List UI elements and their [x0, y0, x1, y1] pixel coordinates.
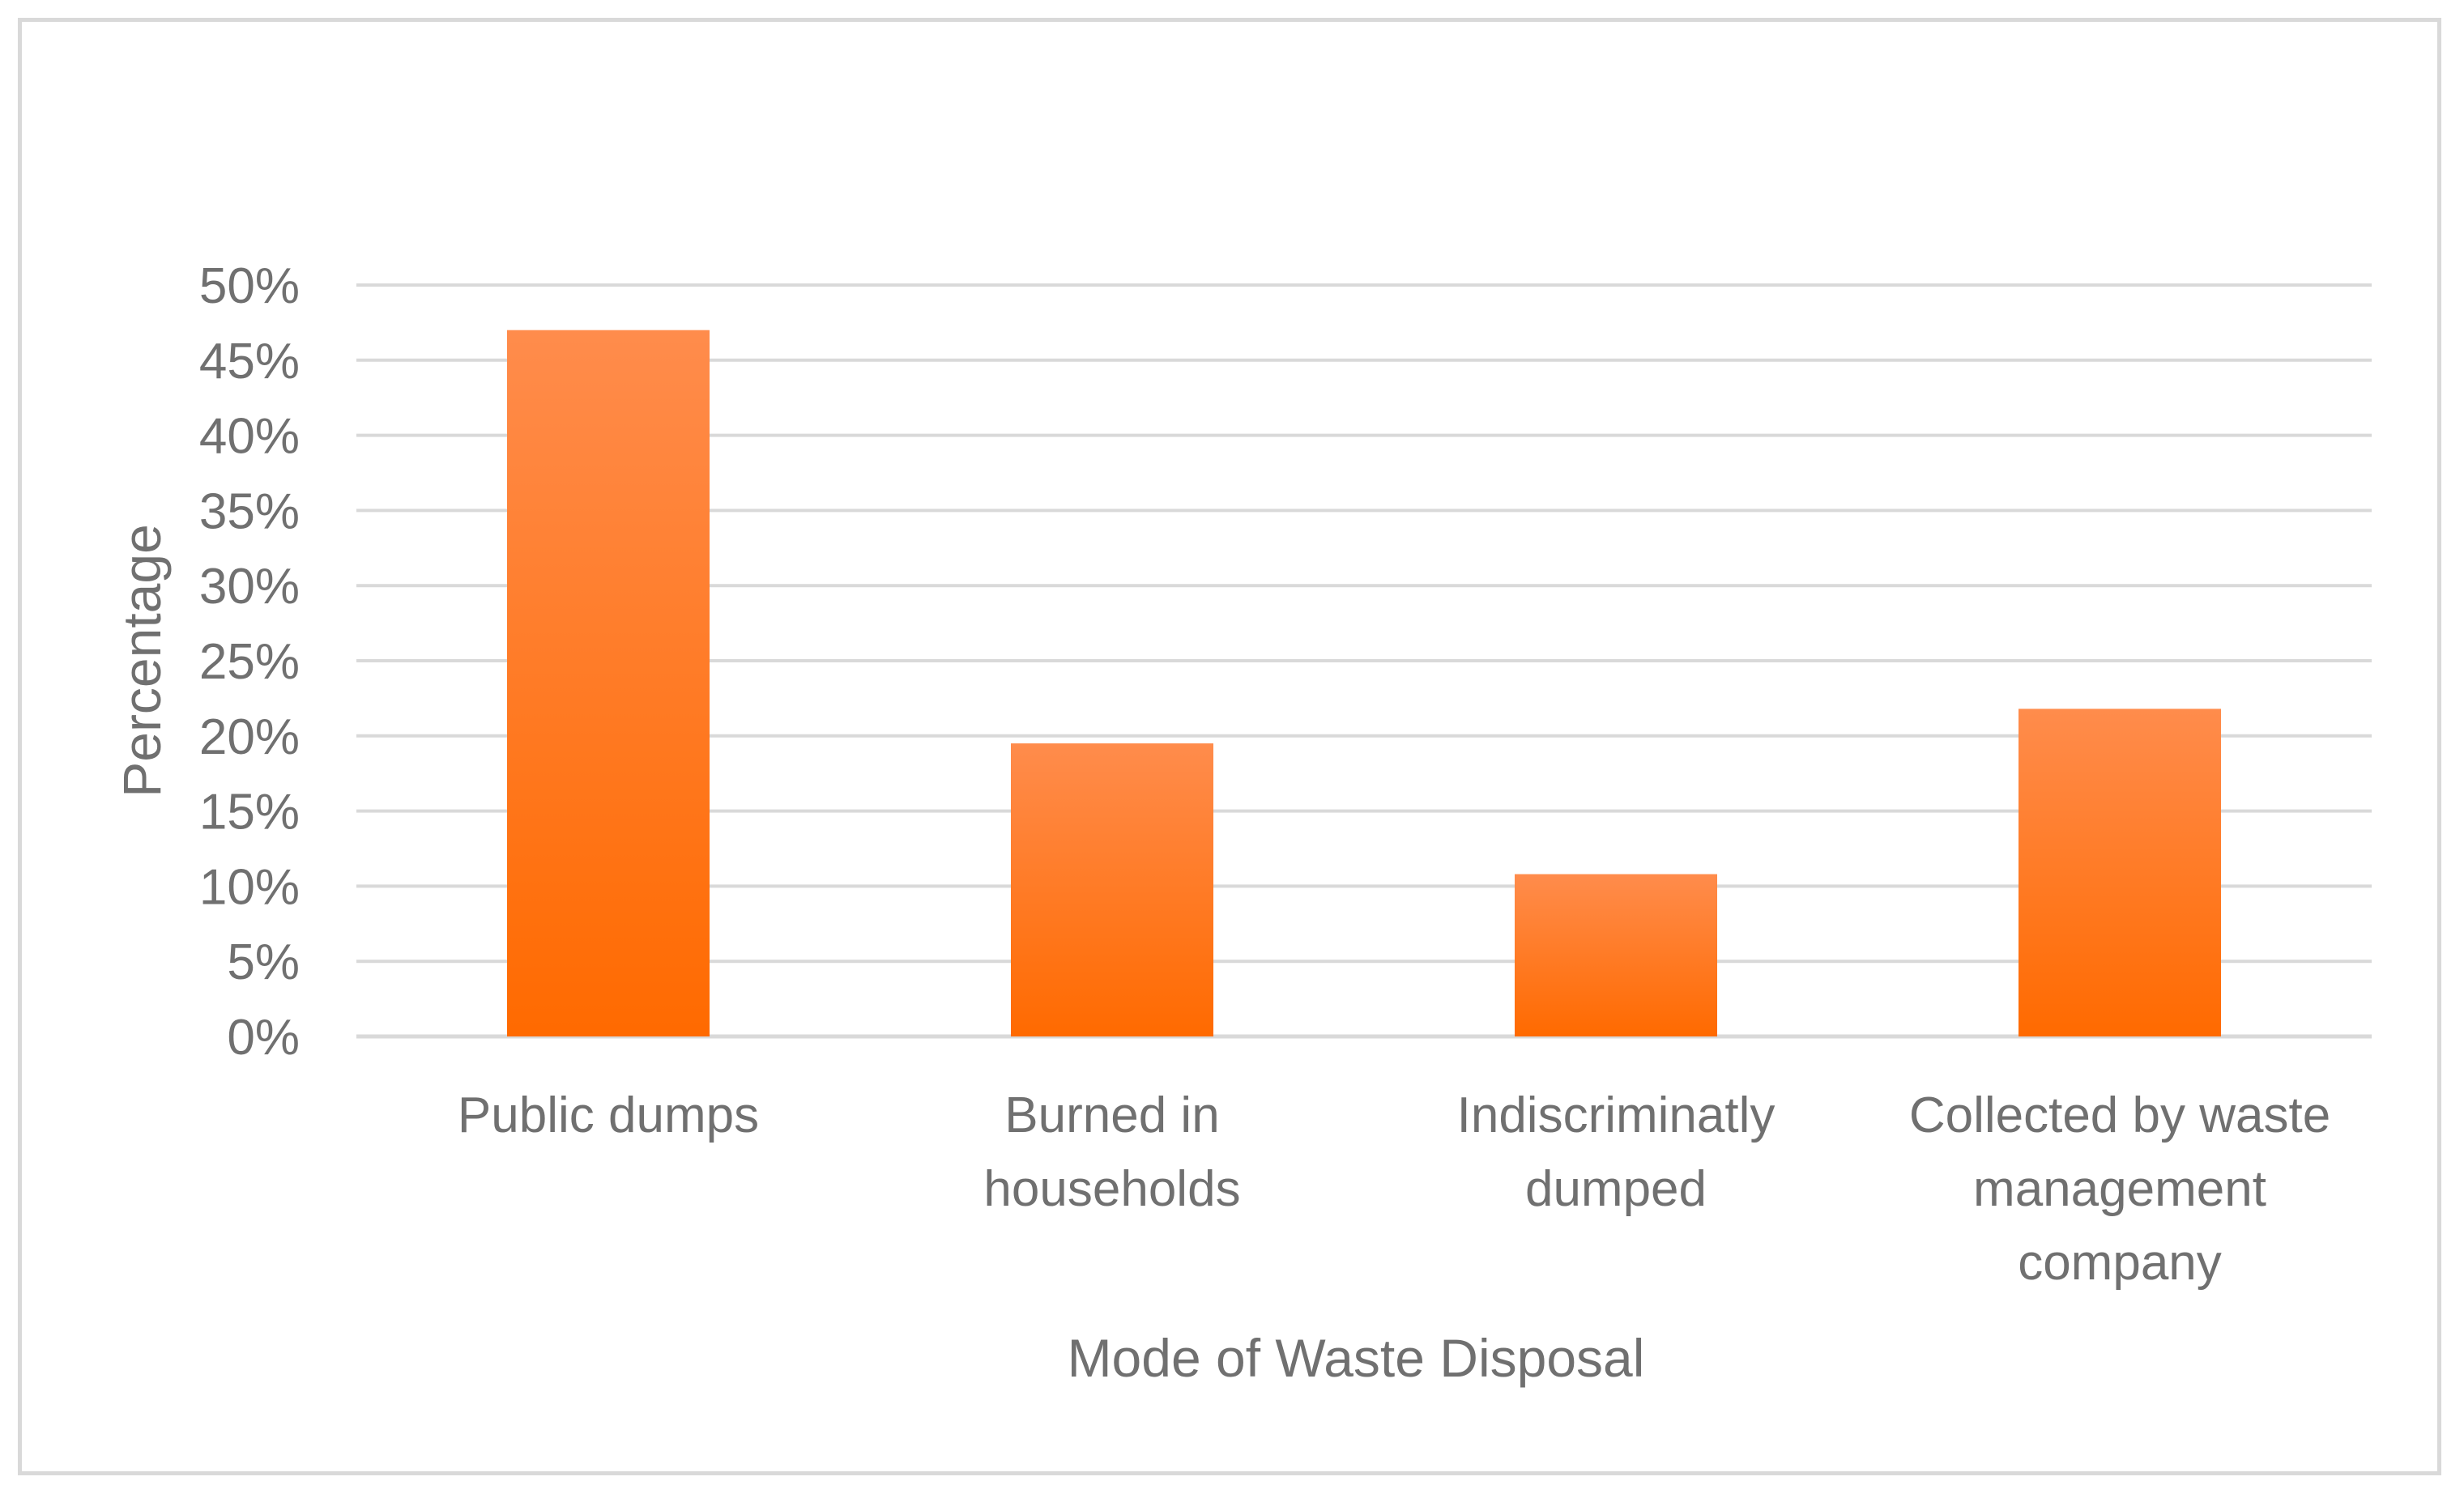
- bars: [507, 330, 2221, 1036]
- x-category-label-line: company: [2018, 1235, 2222, 1291]
- y-tick-label: 35%: [199, 483, 300, 539]
- y-tick-label: 45%: [199, 334, 300, 389]
- y-tick-label: 20%: [199, 709, 300, 765]
- y-tick-label: 15%: [199, 785, 300, 840]
- y-axis-ticks: 0% 5% 10% 15% 20% 25% 30% 35% 40% 45% 50%: [199, 258, 300, 1066]
- x-category-label: Burned in households: [983, 1087, 1240, 1217]
- y-tick-label: 30%: [199, 559, 300, 615]
- bar: [2019, 709, 2221, 1036]
- bar: [1515, 874, 1717, 1036]
- y-tick-label: 50%: [199, 258, 300, 314]
- bar: [1011, 743, 1213, 1036]
- x-axis-categories: Public dumps Burned in households Indiscrim…: [458, 1087, 2330, 1291]
- x-category-label-line: Public dumps: [458, 1087, 759, 1143]
- x-category-label-line: Collected by waste: [1909, 1087, 2330, 1143]
- x-category-label-line: dumped: [1525, 1161, 1707, 1217]
- y-tick-label: 5%: [227, 934, 300, 990]
- x-category-label-line: households: [983, 1161, 1240, 1217]
- y-tick-label: 25%: [199, 634, 300, 690]
- bar: [507, 330, 710, 1036]
- x-category-label: Collected by waste management company: [1909, 1087, 2330, 1291]
- x-category-label-line: management: [1973, 1161, 2266, 1217]
- y-tick-label: 40%: [199, 409, 300, 465]
- x-category-label-line: Burned in: [1004, 1087, 1219, 1143]
- x-axis-title: Mode of Waste Disposal: [1068, 1328, 1645, 1388]
- y-tick-label: 0%: [227, 1010, 300, 1066]
- y-tick-label: 10%: [199, 859, 300, 915]
- x-category-label: Public dumps: [458, 1087, 759, 1143]
- x-category-label-line: Indiscriminatly: [1457, 1087, 1776, 1143]
- x-category-label: Indiscriminatly dumped: [1457, 1087, 1776, 1217]
- y-axis-title: Percentage: [112, 524, 172, 798]
